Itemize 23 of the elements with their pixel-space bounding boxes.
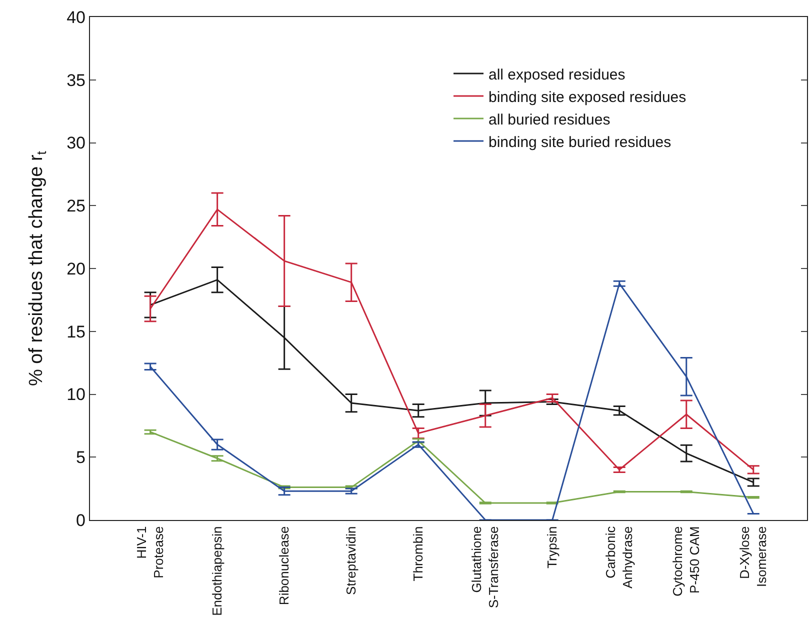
x-tick-label: Glutathione S-Transferase (469, 526, 502, 608)
x-tick-label: Streptavidin (344, 526, 359, 595)
y-tick-label: 20 (66, 259, 86, 278)
x-tick-label: D-Xylose Isomerase (737, 526, 770, 588)
x-tick-label: HIV-1 Protease (134, 526, 166, 578)
y-tick-label: 5 (76, 448, 86, 468)
y-tick-label: 10 (66, 385, 86, 404)
y-tick-label: 40 (66, 8, 86, 27)
x-tick-label: Thrombin (410, 526, 426, 582)
x-tick-label: Carbonic Anhydrase (603, 526, 636, 588)
x-tick-label: Endothiapepsin (210, 526, 225, 616)
x-tick-label: Ribonuclease (276, 526, 292, 606)
y-tick-label: 25 (66, 196, 86, 216)
x-tick-label: Cytochrome P-450 CAM (670, 526, 702, 596)
legend-label: all buried residues (488, 111, 610, 128)
legend-label: all exposed residues (488, 66, 626, 84)
legend-label: binding site buried residues (488, 134, 672, 151)
x-tick-label: Trypsin (544, 526, 560, 568)
y-tick-label: 35 (66, 70, 86, 90)
y-tick-label: 30 (66, 134, 86, 153)
y-tick-label: 0 (76, 510, 86, 530)
legend-label: binding site exposed residues (488, 88, 686, 106)
y-tick-label: 15 (66, 322, 86, 342)
